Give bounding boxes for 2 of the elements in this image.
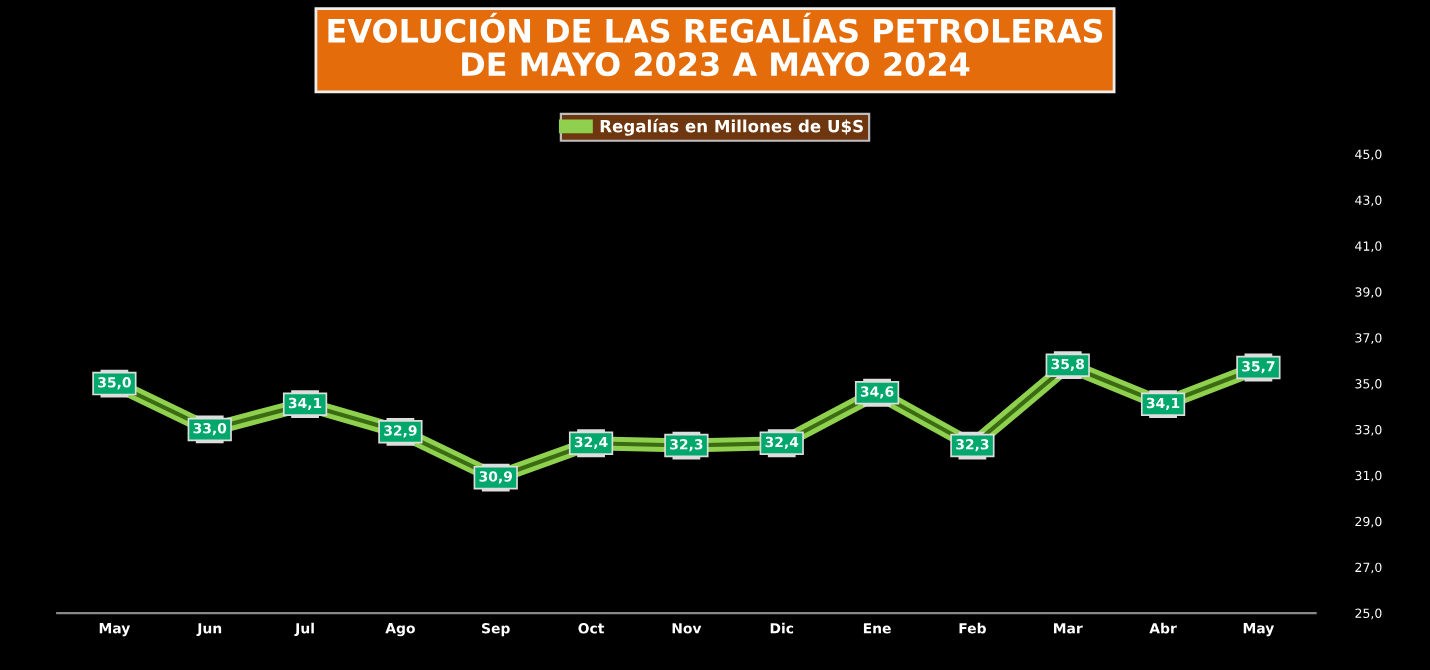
legend-label: Regalías en Millones de U$S	[600, 118, 863, 136]
chart-title: EVOLUCIÓN DE LAS REGALÍAS PETROLERAS DE MAYO 2023 A MAYO 2024	[328, 12, 1103, 77]
